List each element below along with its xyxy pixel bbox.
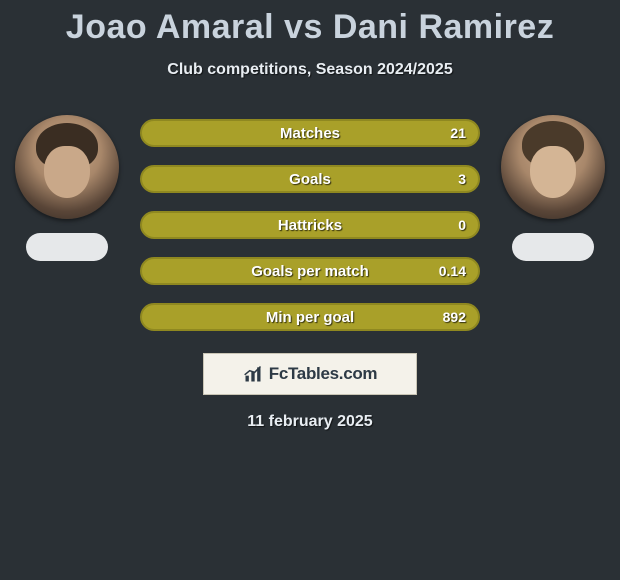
stat-value: 0.14 (439, 263, 466, 279)
stat-label: Goals (289, 171, 331, 188)
stat-label: Goals per match (251, 263, 369, 280)
stats-list: Matches 21 Goals 3 Hattricks 0 Goals per… (140, 115, 480, 331)
stat-label: Min per goal (266, 309, 354, 326)
player-right-badge (512, 233, 594, 261)
comparison-row: Matches 21 Goals 3 Hattricks 0 Goals per… (0, 115, 620, 331)
stat-value: 3 (458, 171, 466, 187)
stat-row-matches: Matches 21 (140, 119, 480, 147)
stat-row-hattricks: Hattricks 0 (140, 211, 480, 239)
stat-value: 892 (443, 309, 466, 325)
player-left-badge (26, 233, 108, 261)
stat-row-goals-per-match: Goals per match 0.14 (140, 257, 480, 285)
stat-row-goals: Goals 3 (140, 165, 480, 193)
subtitle: Club competitions, Season 2024/2025 (0, 61, 620, 79)
date-label: 11 february 2025 (0, 413, 620, 431)
stat-label: Matches (280, 125, 340, 142)
stat-value: 0 (458, 217, 466, 233)
player-left-column (12, 115, 122, 261)
player-left-avatar (15, 115, 119, 219)
player-right-avatar (501, 115, 605, 219)
logo-text: FcTables.com (269, 364, 378, 384)
stat-row-min-per-goal: Min per goal 892 (140, 303, 480, 331)
chart-icon (243, 364, 263, 384)
source-logo: FcTables.com (203, 353, 417, 395)
player-right-column (498, 115, 608, 261)
page-title: Joao Amaral vs Dani Ramirez (0, 0, 620, 47)
stat-value: 21 (450, 125, 466, 141)
stat-label: Hattricks (278, 217, 342, 234)
